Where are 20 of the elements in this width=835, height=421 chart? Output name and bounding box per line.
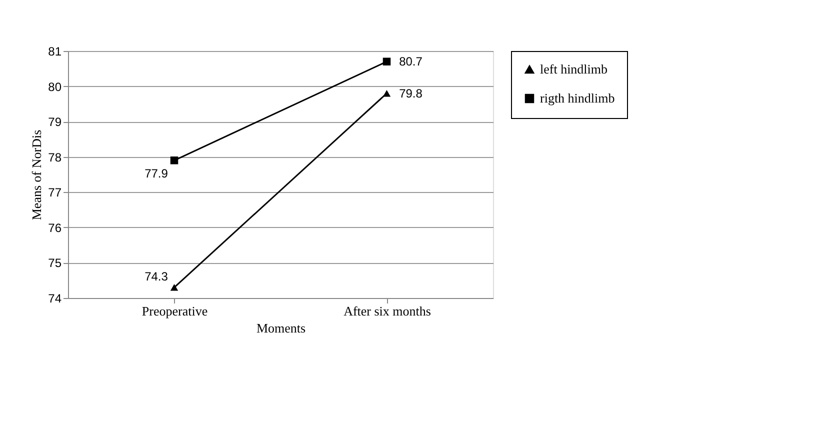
point: [382, 58, 391, 66]
y-axis-title: Means of NorDis: [29, 130, 44, 220]
y-tick-label: 77: [48, 186, 62, 200]
y-tick-label: 78: [48, 150, 62, 164]
data-label: 79.8: [399, 86, 423, 100]
x-axis-title: Moments: [256, 320, 306, 336]
data-label: 77.9: [144, 166, 168, 180]
point: [170, 156, 178, 164]
y-tick-label: 79: [48, 115, 62, 130]
legend-label: left hindlimb: [540, 62, 608, 76]
legend-label: rigth hindlimb: [540, 90, 615, 106]
y-tick-label: 81: [48, 44, 62, 58]
y-tick-label: 75: [48, 256, 62, 270]
y-tick-label: 80: [48, 80, 62, 94]
x-tick-label: Preoperative: [142, 304, 208, 318]
y-tick-label: 76: [48, 220, 62, 235]
data-label: 80.7: [399, 54, 423, 69]
data-label: 74.3: [144, 269, 168, 284]
x-tick-label: After six months: [344, 304, 431, 318]
y-tick-label: 74: [48, 292, 62, 306]
